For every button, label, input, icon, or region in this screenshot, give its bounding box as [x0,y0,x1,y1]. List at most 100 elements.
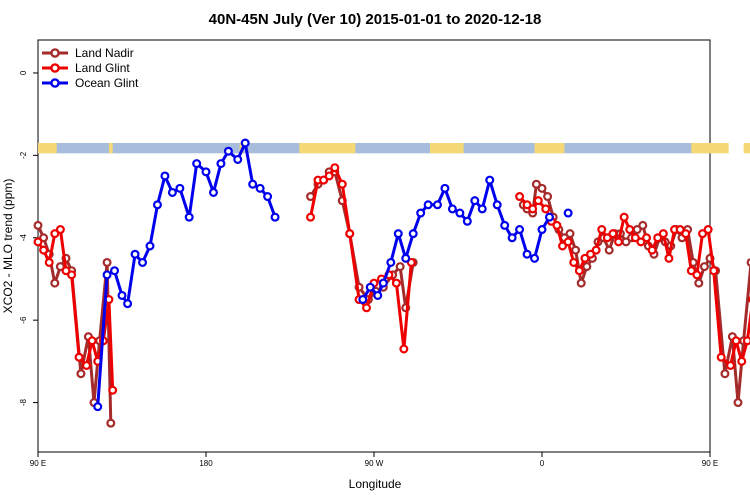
data-point [647,245,657,255]
data-point [362,303,372,313]
data-point [537,183,547,193]
data-point [586,249,596,259]
data-point [686,266,696,276]
data-point [440,183,450,193]
data-point [563,208,573,218]
data-point [658,229,668,239]
data-point [55,225,65,235]
data-point [698,229,708,239]
data-point [102,270,112,280]
data-point [455,208,465,218]
data-point [692,270,702,280]
data-point [416,208,426,218]
data-point [477,204,487,214]
series-0 [33,167,750,428]
legend-label: Ocean Glint [75,76,139,90]
land-ocean-band [38,143,750,154]
data-point [61,266,71,276]
data-point [619,212,629,222]
y-axis-label: XCO2 - MLO trend (ppm) [1,179,15,314]
data-point [55,262,65,272]
data-point [522,249,532,259]
data-point [201,167,211,177]
data-point [160,171,170,181]
axes: 90 E 180 90 W 0 90 E 0 -2 -4 -6 -8 [19,70,718,468]
data-point [492,200,502,210]
data-point [533,196,543,206]
data-point [50,229,60,239]
data-point [541,204,551,214]
data-point [642,233,652,243]
series-2 [93,138,573,412]
data-point [393,229,403,239]
x-tick-label: 90 W [365,459,384,468]
data-point [270,212,280,222]
data-point [515,225,525,235]
data-point [447,204,457,214]
data-point [552,220,562,230]
data-point [373,290,383,300]
data-point [152,200,162,210]
data-point [515,192,525,202]
data-point [93,402,103,412]
data-point [681,229,691,239]
data-point [720,369,730,379]
data-point [399,344,409,354]
data-point [653,233,663,243]
data-point [74,352,84,362]
data-point [386,257,396,267]
data-point [485,175,495,185]
series-line [309,166,413,351]
band-land-segment [299,143,356,154]
data-point [591,245,601,255]
data-point [675,225,685,235]
data-point [571,245,581,255]
data-point [406,257,416,267]
data-point [208,187,218,197]
x-axis-label: Longitude [349,477,402,491]
data-point [44,257,54,267]
data-point [604,245,614,255]
data-point [737,356,747,366]
data-point [597,225,607,235]
data-point [67,270,77,280]
data-point [378,278,388,288]
data-point [145,241,155,251]
chart-title: 40N-45N July (Ver 10) 2015-01-01 to 2020… [209,11,542,28]
data-point [33,220,43,230]
data-point [106,418,116,428]
data-point [733,398,743,408]
data-point [500,220,510,230]
x-tick-label: 90 E [30,459,46,468]
data-point [216,159,226,169]
data-point [263,192,273,202]
data-point [324,171,334,181]
data-point [528,204,538,214]
data-point [703,225,713,235]
data-point [636,237,646,247]
legend-label: Land Nadir [75,46,134,60]
data-point [531,179,541,189]
series-1 [33,163,750,395]
data-point [731,336,741,346]
data-point [569,257,579,267]
data-point [223,146,233,156]
data-point [582,262,592,272]
band-land-segment [743,143,750,154]
legend-swatch-marker [50,48,60,58]
data-point [664,253,674,263]
data-point [306,212,316,222]
data-point [345,229,355,239]
data-point [530,253,540,263]
data-point [709,266,719,276]
data-point [175,183,185,193]
data-point [167,187,177,197]
data-point [574,266,584,276]
data-point [39,245,49,255]
data-point [108,385,118,395]
data-point [576,278,586,288]
data-point [401,253,411,263]
data-point [82,360,92,370]
data-point [330,163,340,173]
